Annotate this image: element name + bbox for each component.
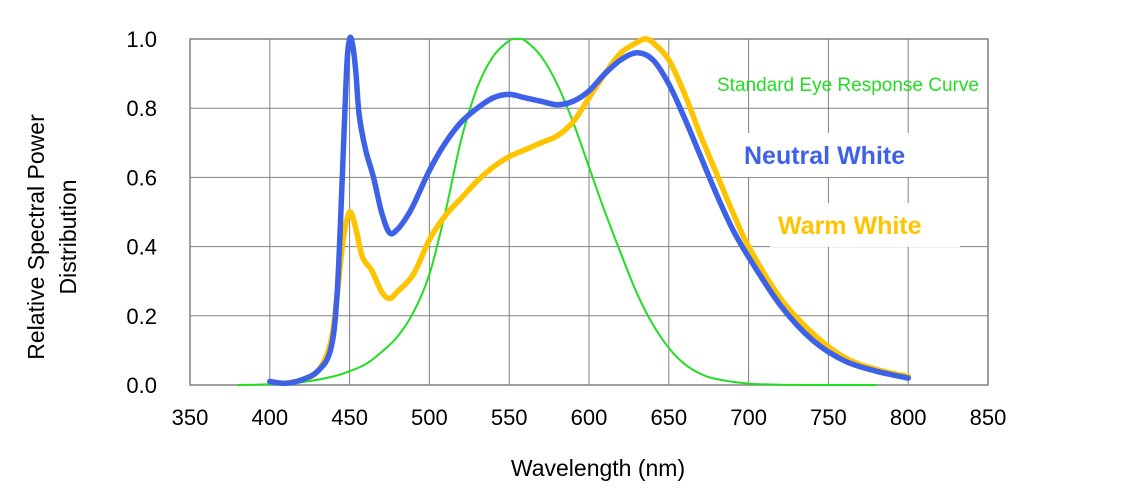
x-tick-label: 600 xyxy=(571,405,608,430)
x-tick-label: 650 xyxy=(650,405,687,430)
x-tick-label: 800 xyxy=(890,405,927,430)
y-tick-labels: 0.0 0.2 0.4 0.6 0.8 1.0 xyxy=(126,27,157,398)
x-tick-label: 550 xyxy=(491,405,528,430)
x-axis-title: Wavelength (nm) xyxy=(511,455,685,481)
x-tick-label: 400 xyxy=(251,405,288,430)
x-tick-label: 850 xyxy=(970,405,1007,430)
series-line-warm-white xyxy=(283,36,911,387)
label-bg-warm xyxy=(770,203,960,247)
y-tick-label: 0.2 xyxy=(126,304,157,329)
x-tick-label: 450 xyxy=(331,405,368,430)
annotation-eye-response: Standard Eye Response Curve xyxy=(717,75,979,96)
annotation-warm-white: Warm White xyxy=(778,212,922,240)
y-axis-title-line2: Distribution xyxy=(55,179,81,294)
y-tick-label: 0.8 xyxy=(126,96,157,121)
y-tick-label: 0.4 xyxy=(126,235,157,260)
y-tick-label: 0.0 xyxy=(126,373,157,398)
x-tick-labels: 350 400 450 500 550 600 650 700 750 800 850 xyxy=(172,405,1007,430)
x-tick-label: 750 xyxy=(810,405,847,430)
plot-area-frame xyxy=(189,38,989,386)
annotation-neutral-white: Neutral White xyxy=(744,142,905,170)
x-tick-label: 350 xyxy=(172,405,209,430)
x-tick-label: 700 xyxy=(730,405,767,430)
y-axis-title-line1: Relative Spectral Power xyxy=(23,114,49,360)
y-tick-label: 1.0 xyxy=(126,27,157,52)
series-line-neutral-white xyxy=(267,34,911,387)
label-bg-neutral xyxy=(735,133,960,177)
series-layer xyxy=(236,34,911,387)
x-tick-label: 500 xyxy=(411,405,448,430)
y-tick-label: 0.6 xyxy=(126,165,157,190)
series-line-standard-eye-response-curve xyxy=(236,37,878,387)
